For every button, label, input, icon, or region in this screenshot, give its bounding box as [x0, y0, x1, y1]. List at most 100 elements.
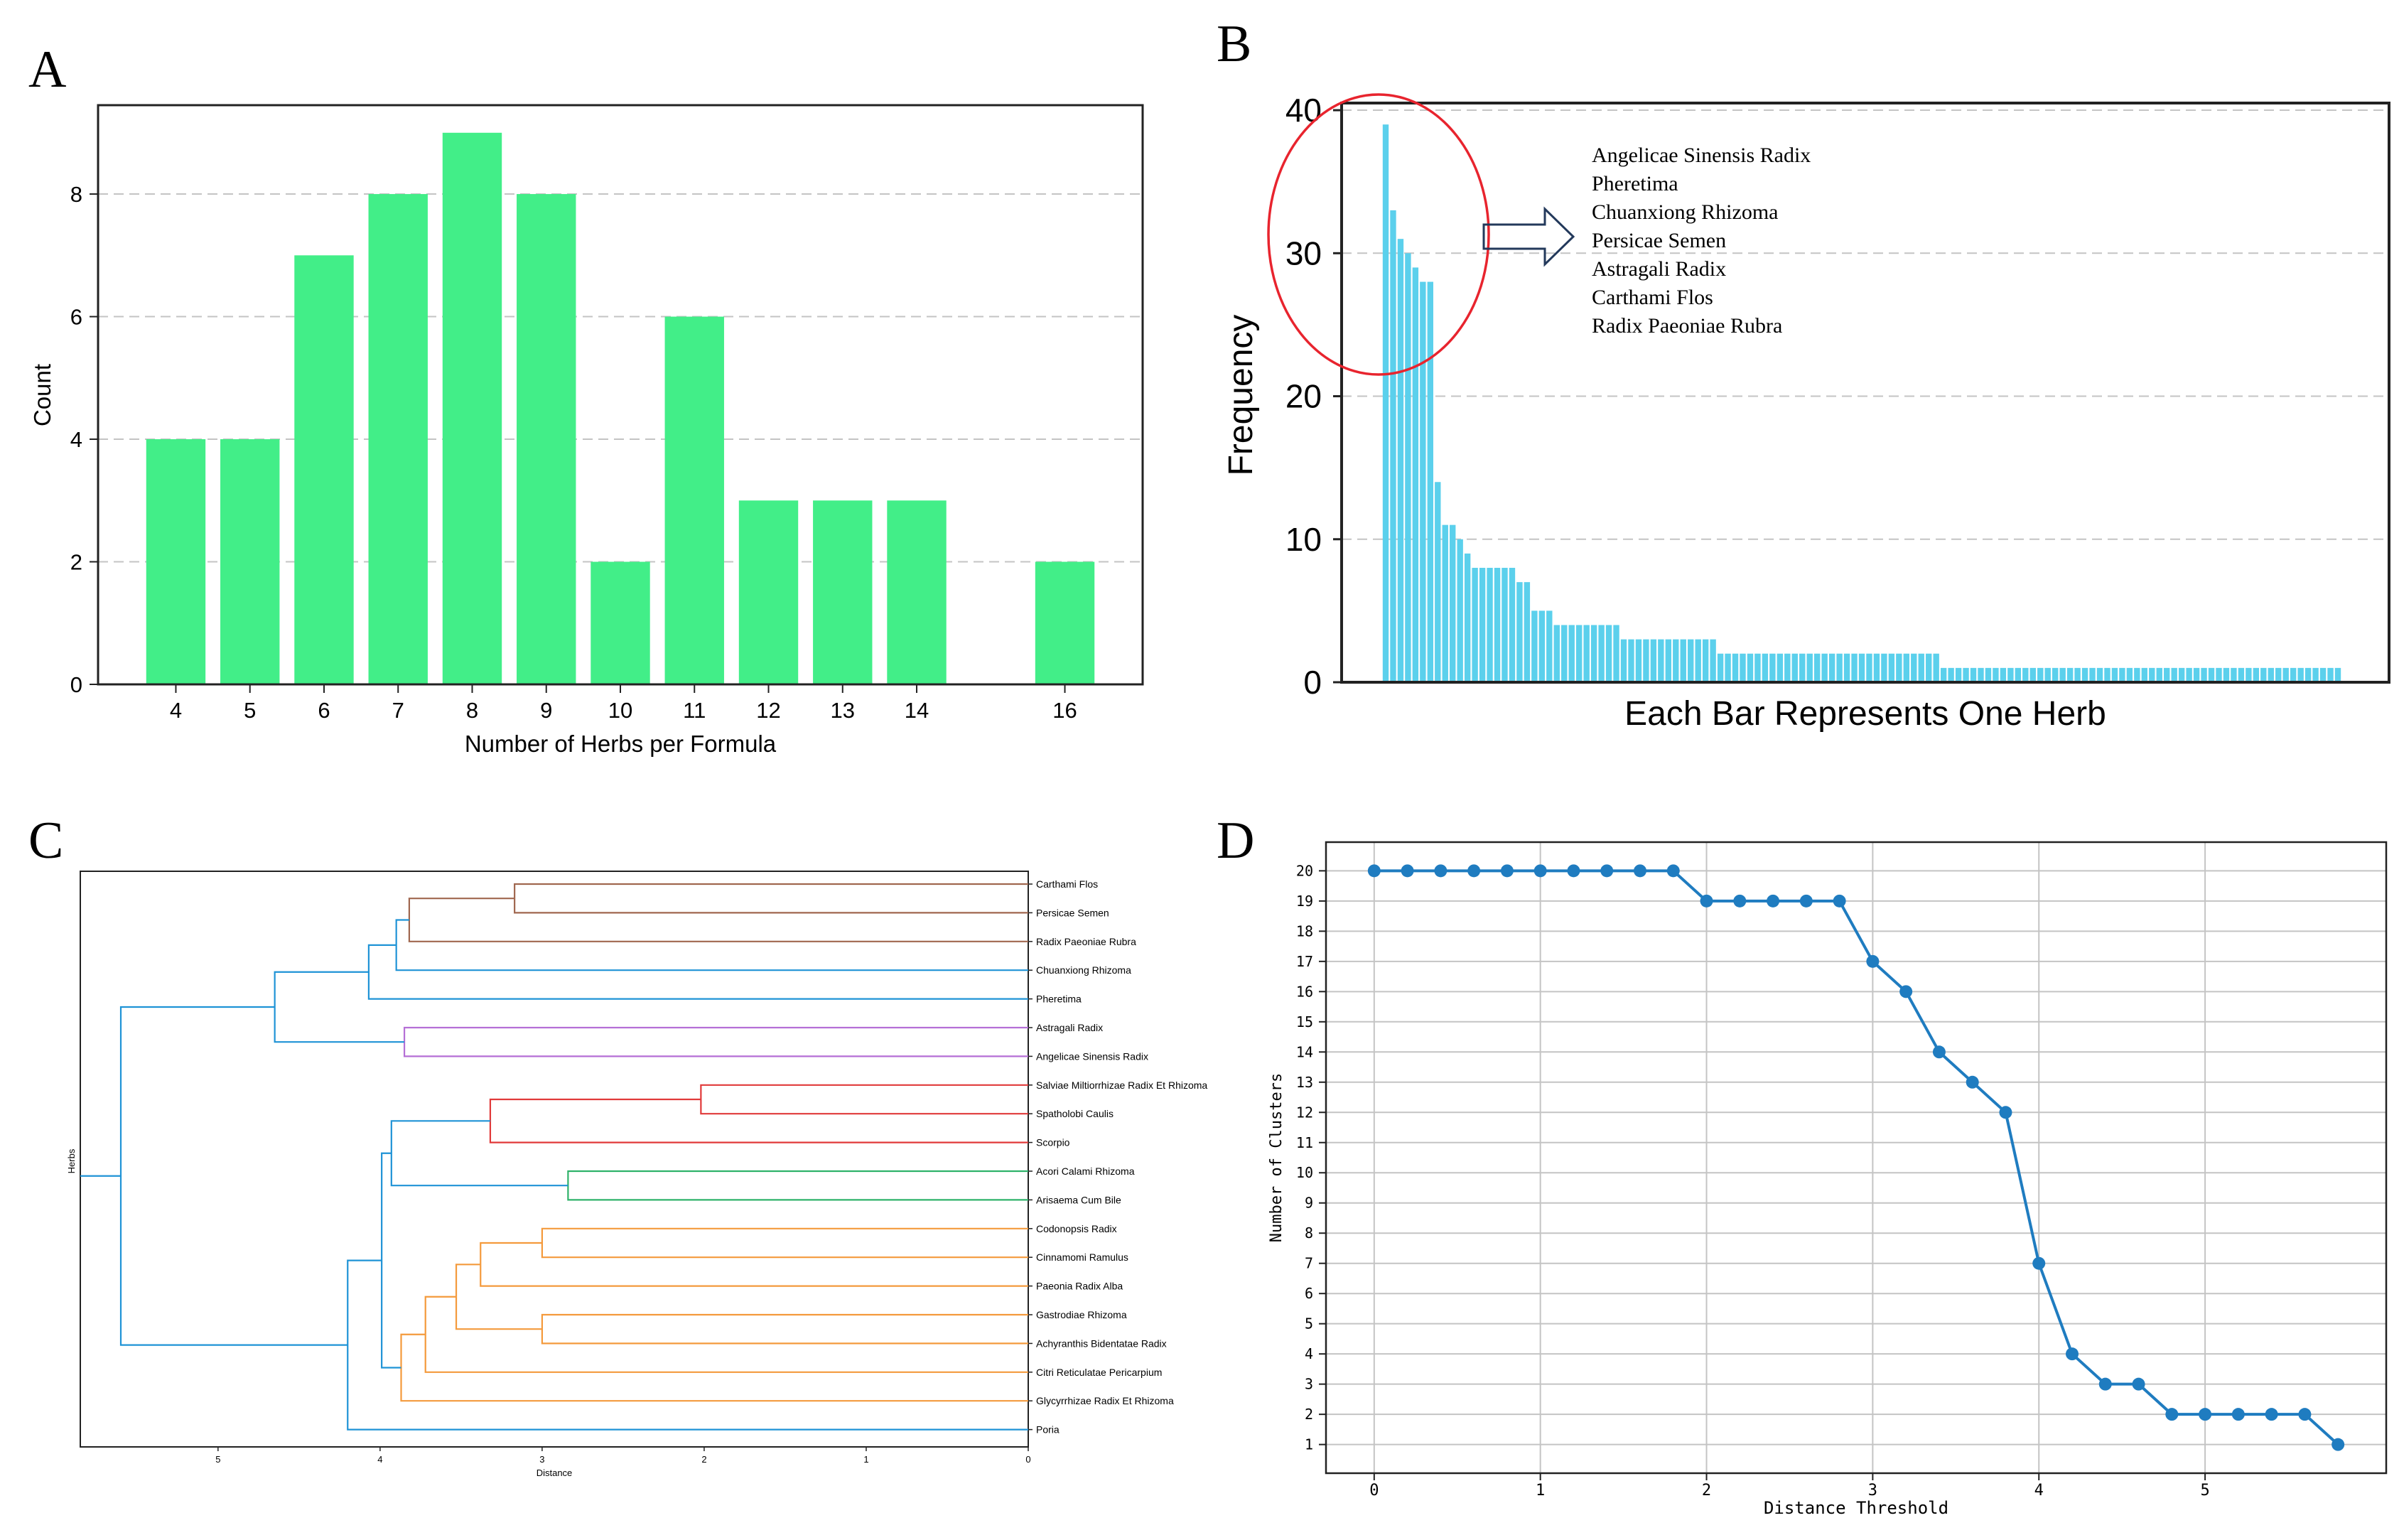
panel-d-x-axis-label: Distance Threshold — [1764, 1498, 1948, 1518]
panel-d-data-point — [2165, 1408, 2179, 1421]
panel-c-leaf-label: Spatholobi Caulis — [1036, 1108, 1114, 1119]
panel-d-x-tick-label: 0 — [1369, 1482, 1379, 1499]
panel-c-leaf-label: Gastrodiae Rhizoma — [1036, 1309, 1127, 1320]
panel-d-x-tick-label: 2 — [1702, 1482, 1711, 1499]
panel-d-data-point — [1567, 864, 1580, 878]
panel-b-bar — [1725, 653, 1731, 682]
panel-b-bar — [1464, 553, 1471, 682]
panel-d-y-tick-label: 19 — [1296, 893, 1313, 910]
panel-b-bar — [1568, 625, 1575, 682]
panel-b-bar — [1695, 639, 1701, 682]
panel-b-bar — [2052, 667, 2059, 682]
panel-d-data-point — [2199, 1408, 2212, 1421]
panel-b-bar — [1978, 667, 1984, 682]
panel-b-bar — [1702, 639, 1709, 682]
panel-a-x-tick-label: 14 — [905, 698, 929, 723]
panel-b-bar — [2334, 667, 2341, 682]
panel-b-bar — [2253, 667, 2260, 682]
panel-b-bar — [1680, 639, 1686, 682]
panel-d-gridlines — [1326, 842, 2386, 1473]
panel-c-leaf-label: Codonopsis Radix — [1036, 1223, 1117, 1234]
panel-d-data-point — [1966, 1075, 1979, 1089]
panel-b-herb-list: Angelicae Sinensis Radix Pheretima Chuanxi… — [1592, 144, 1811, 338]
panel-d-data-point — [1600, 864, 1614, 878]
panel-b-bar — [1791, 653, 1798, 682]
panel-c-link — [514, 883, 1028, 914]
panel-a-bar — [220, 439, 280, 684]
panel-c-leaf-label: Arisaema Cum Bile — [1036, 1194, 1121, 1205]
panel-d-data-point — [1932, 1045, 1946, 1059]
panel-c-leaf-label: Carthami Flos — [1036, 878, 1098, 890]
panel-b-bar — [1926, 653, 1932, 682]
panel-b-bar — [1814, 653, 1821, 682]
panel-b-bar — [2111, 667, 2118, 682]
panel-b-bar — [2081, 667, 2088, 682]
panel-b-bar — [1450, 524, 1456, 682]
panel-c-link — [367, 944, 1028, 1000]
panel-b-gridlines — [1342, 109, 2389, 540]
panel-b-bar — [1836, 653, 1843, 682]
panel-b-bar — [1442, 524, 1448, 682]
panel-b-bar — [2089, 667, 2096, 682]
panel-c-leaf-label: Citri Reticulatae Pericarpium — [1036, 1367, 1162, 1378]
panel-b-bar — [2297, 667, 2304, 682]
panel-b-bar — [1828, 653, 1835, 682]
panel-a-bar — [591, 561, 650, 684]
panel-b-bar — [1605, 625, 1612, 682]
panel-b-bar — [1650, 639, 1657, 682]
panel-d-label: D — [1217, 812, 1254, 870]
panel-b-bar — [2246, 667, 2252, 682]
panel-b-bar — [1911, 653, 1917, 682]
panel-b-bar — [1420, 281, 1426, 682]
panel-a-bar — [664, 316, 724, 684]
panel-a-x-tick-label: 9 — [540, 698, 552, 723]
panel-b-bar — [2282, 667, 2289, 682]
panel-d-x-tick-label: 3 — [1868, 1482, 1877, 1499]
panel-b-bar — [1427, 281, 1433, 682]
panel-c-link — [455, 1264, 542, 1330]
panel-c-link — [395, 919, 1028, 971]
panel-d-y-tick-label: 11 — [1296, 1134, 1313, 1151]
panel-b-bar — [1405, 253, 1411, 683]
panel-b-bar — [1620, 639, 1627, 682]
panel-c-leaf-label: Poria — [1036, 1424, 1060, 1436]
panel-c-leaf-label: Paeonia Radix Alba — [1036, 1281, 1123, 1292]
panel-b-bar — [1397, 239, 1404, 682]
panel-d-data-point — [1434, 864, 1448, 878]
panel-a-bar — [294, 255, 354, 685]
panel-b-arrow-icon — [1482, 206, 1575, 267]
panel-b-bar — [2327, 667, 2334, 682]
panel-b-bar — [1576, 625, 1583, 682]
panel-b-bar — [2134, 667, 2140, 682]
panel-b-bar — [1896, 653, 1902, 682]
panel-b-bar — [1784, 653, 1791, 682]
panel-d-y-tick-label: 1 — [1305, 1436, 1313, 1453]
panel-b-bar — [1412, 267, 1419, 682]
panel-b-bar — [2029, 667, 2036, 682]
panel-b-bar — [1613, 625, 1619, 682]
panel-c-x-tick-label: 4 — [377, 1454, 382, 1465]
panel-d-data-point — [1999, 1106, 2012, 1119]
panel-b-y-ticks: 0 10 20 30 40 — [1285, 92, 1342, 701]
panel-c-x-ticks: 5 4 3 2 1 0 — [215, 1447, 1031, 1465]
panel-d-y-tick-label: 8 — [1305, 1224, 1313, 1242]
panel-c-link — [541, 1227, 1028, 1259]
panel-c-plot-frame — [80, 871, 1029, 1448]
panel-d-y-tick-label: 4 — [1305, 1345, 1313, 1362]
panel-d-y-tick-label: 7 — [1305, 1255, 1313, 1272]
panel-c-y-axis-label: Herbs — [66, 1148, 77, 1173]
panel-a-y-tick-label: 8 — [70, 182, 82, 207]
panel-b-bar — [1390, 210, 1396, 683]
panel-d-data-point — [1467, 864, 1481, 878]
panel-d-x-tick-label: 5 — [2200, 1482, 2209, 1499]
panel-b-bar — [1643, 639, 1649, 682]
panel-a-bar — [368, 194, 428, 684]
panel-c-x-tick-label: 5 — [215, 1454, 220, 1465]
panel-c-link — [700, 1084, 1028, 1115]
panel-d-data-point — [2231, 1408, 2245, 1421]
panel-a-x-axis-label: Number of Herbs per Formula — [465, 731, 777, 757]
panel-b-bar — [2260, 667, 2267, 682]
panel-d-x-ticks: 0 1 2 3 4 5 — [1369, 1473, 2210, 1499]
panel-d-data-point — [1767, 894, 1780, 908]
